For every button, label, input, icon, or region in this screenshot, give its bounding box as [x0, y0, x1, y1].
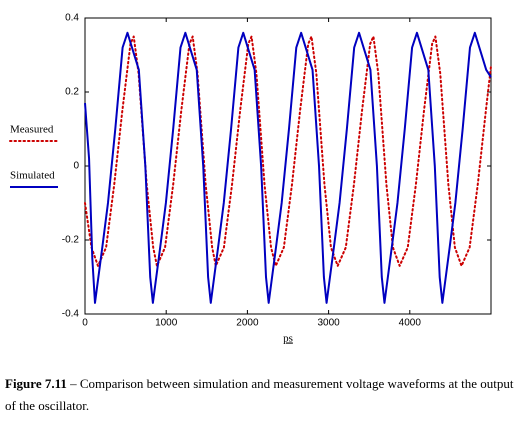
x-tick-label: 0: [82, 318, 88, 329]
y-tick-label: -0.2: [62, 235, 80, 246]
legend-label: Simulated: [10, 170, 55, 182]
y-tick-label: -0.4: [62, 309, 80, 320]
legend-label: Measured: [10, 124, 54, 136]
figure-caption: Figure 7.11 – Comparison between simulat…: [5, 373, 515, 417]
chart: 0.40.20-0.2-0.40 1000 2000 3000 4000psMeasur…: [9, 13, 492, 345]
series-line: [84, 31, 492, 304]
y-tick-label: 0: [73, 161, 79, 172]
x-tick-label: 2000: [236, 318, 259, 329]
x-tick-label: 1000: [155, 318, 178, 329]
series-line: [84, 35, 492, 267]
x-tick-label: 4000: [399, 318, 422, 329]
y-tick-label: 0.2: [65, 87, 79, 98]
x-tick-label: 3000: [317, 318, 340, 329]
x-axis-label: ps: [283, 333, 293, 345]
y-tick-label: 0.4: [65, 13, 79, 24]
caption-label: Figure 7.11: [5, 376, 67, 391]
caption-text: – Comparison between simulation and meas…: [5, 376, 514, 413]
